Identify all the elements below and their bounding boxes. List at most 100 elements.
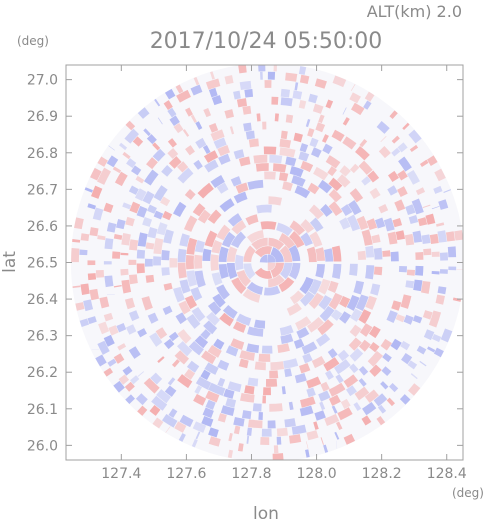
echo-segment [229, 454, 233, 455]
echo-segment [146, 193, 151, 203]
echo-segment [362, 142, 365, 144]
echo-segment [196, 206, 202, 215]
echo-segment [404, 343, 407, 348]
echo-segment [84, 284, 86, 294]
echo-segment [160, 359, 162, 361]
echo-segment [235, 153, 244, 155]
echo-segment [433, 312, 438, 327]
echo-segment [390, 312, 394, 322]
echo-segment [353, 310, 359, 320]
echo-segment [331, 282, 334, 291]
echo-segment [215, 141, 225, 145]
echo-segment [243, 414, 251, 415]
echo-segment [222, 409, 234, 412]
echo-segment [190, 239, 193, 254]
echo-segment [103, 297, 105, 307]
echo-segment [128, 384, 132, 389]
echo-segment [229, 437, 232, 438]
echo-segment [379, 419, 383, 422]
echo-segment [238, 102, 247, 104]
y-axis-unit: (deg) [17, 34, 49, 48]
echo-segment [441, 287, 442, 294]
echo-segment [116, 383, 122, 390]
echo-segment [286, 160, 295, 162]
echo-segment [196, 389, 200, 391]
echo-segment [182, 249, 183, 262]
echo-segment [314, 425, 317, 426]
echo-segment [343, 219, 347, 228]
echo-segment [101, 236, 102, 240]
echo-segment [417, 316, 419, 322]
echo-segment [372, 344, 376, 350]
echo-segment [383, 384, 386, 387]
echo-segment [189, 364, 197, 370]
echo-segment [133, 312, 136, 320]
echo-segment [78, 218, 80, 228]
echo-segment [336, 247, 338, 262]
echo-segment [97, 209, 100, 220]
echo-segment [248, 381, 258, 382]
echo-segment [199, 241, 202, 252]
echo-segment [240, 85, 251, 86]
echo-segment [427, 311, 429, 318]
echo-segment [194, 425, 204, 429]
echo-segment [293, 94, 301, 96]
echo-segment [361, 251, 362, 259]
echo-segment [292, 247, 296, 261]
echo-segment [281, 135, 287, 136]
echo-segment [167, 284, 168, 290]
echo-segment [363, 325, 369, 334]
echo-segment [416, 231, 418, 242]
echo-segment [320, 394, 329, 398]
echo-segment [219, 186, 227, 191]
echo-segment [110, 158, 115, 166]
echo-segment [425, 235, 426, 244]
echo-segment [214, 255, 215, 270]
echo-segment [413, 147, 415, 150]
echo-segment [444, 330, 448, 341]
echo-segment [116, 169, 118, 172]
echo-segment [300, 367, 309, 370]
echo-segment [280, 143, 290, 145]
echo-segment [304, 235, 310, 245]
echo-segment [283, 185, 292, 187]
echo-segment [129, 161, 133, 166]
echo-segment [167, 341, 172, 347]
echo-segment [369, 246, 370, 257]
echo-segment [243, 110, 251, 111]
echo-segment [213, 99, 221, 102]
echo-segment [128, 124, 132, 128]
chart-title: 2017/10/24 05:50:00 [150, 29, 383, 54]
echo-segment [108, 276, 109, 287]
echo-segment [108, 239, 109, 249]
echo-segment [226, 402, 235, 404]
echo-segment [236, 195, 247, 200]
echo-segment [369, 265, 370, 278]
echo-segment [140, 110, 147, 116]
echo-segment [301, 79, 309, 81]
echo-segment [140, 207, 144, 216]
echo-segment [175, 362, 178, 364]
echo-segment [409, 235, 411, 245]
echo-segment [226, 113, 234, 115]
echo-segment [268, 263, 272, 267]
echo-segment [155, 421, 161, 426]
echo-segment [188, 192, 193, 198]
echo-segment [379, 219, 382, 228]
echo-segment [150, 137, 155, 142]
echo-segment [187, 111, 191, 113]
echo-segment [197, 125, 201, 127]
echo-segment [126, 368, 130, 373]
echo-segment [254, 159, 267, 160]
echo-segment [304, 357, 311, 360]
echo-segment [327, 103, 332, 105]
echo-segment [286, 118, 292, 119]
echo-segment [365, 104, 369, 107]
echo-segment [235, 429, 240, 430]
echo-segment [323, 207, 330, 215]
echo-segment [245, 93, 253, 94]
echo-segment [394, 150, 397, 154]
echo-segment [192, 88, 201, 92]
echo-segment [176, 425, 184, 430]
